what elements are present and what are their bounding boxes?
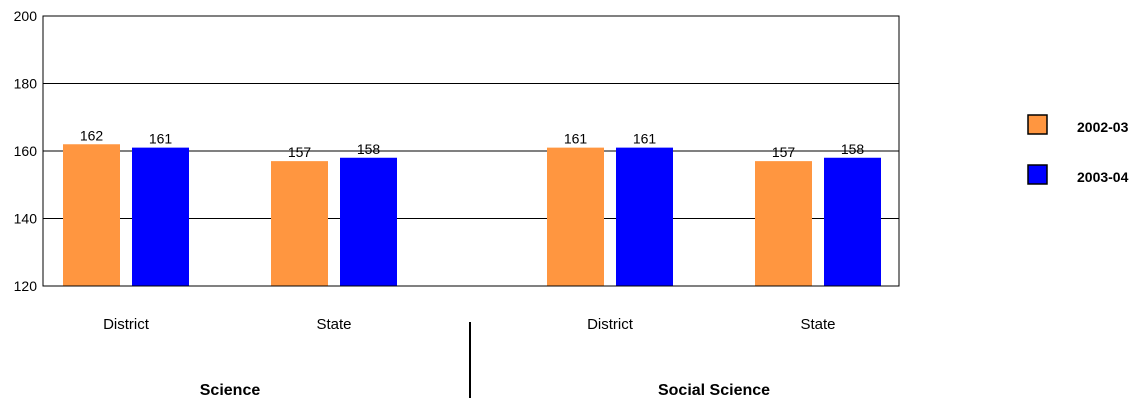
y-tick-label: 120 xyxy=(14,278,38,294)
x-category-label: District xyxy=(587,316,634,333)
bar-2003-04-district-0 xyxy=(132,147,189,286)
bar-value-label: 157 xyxy=(772,144,796,160)
bar-value-label: 157 xyxy=(288,144,312,160)
y-tick-label: 180 xyxy=(14,76,38,92)
x-category-label: State xyxy=(316,316,351,333)
group-label: Science xyxy=(200,382,261,399)
legend-label: 2003-04 xyxy=(1077,169,1129,185)
bar-value-label: 158 xyxy=(841,141,865,157)
bar-2003-04-district-2 xyxy=(616,147,673,286)
bar-2002-03-district-2 xyxy=(547,147,604,286)
bar-2003-04-state-1 xyxy=(340,157,397,286)
y-tick-label: 140 xyxy=(14,211,38,227)
plot-area-border xyxy=(42,15,900,287)
bars-layer xyxy=(63,144,881,286)
legend-swatch xyxy=(1027,114,1048,135)
legend: 2002-03 2003-04 xyxy=(1027,114,1129,185)
legend-swatch xyxy=(1027,164,1048,185)
bar-value-label: 158 xyxy=(357,141,381,157)
bar-2002-03-state-3 xyxy=(755,161,812,286)
bar-2002-03-district-0 xyxy=(63,144,120,286)
bar-value-label: 161 xyxy=(633,131,657,147)
bar-2003-04-state-3 xyxy=(824,157,881,286)
category-labels: District State District State xyxy=(103,316,835,333)
y-tick-label: 160 xyxy=(14,143,38,159)
group-label: Social Science xyxy=(658,382,770,399)
bar-2002-03-state-1 xyxy=(271,161,328,286)
group-labels: Science Social Science xyxy=(200,382,770,399)
bar-value-label: 161 xyxy=(564,131,588,147)
legend-label: 2002-03 xyxy=(1077,119,1129,135)
x-category-label: District xyxy=(103,316,150,333)
x-category-label: State xyxy=(800,316,835,333)
y-tick-label: 200 xyxy=(14,8,38,24)
y-axis: 120 140 160 180 200 xyxy=(14,8,38,294)
bar-value-label: 161 xyxy=(149,131,173,147)
bar-value-label: 162 xyxy=(80,127,104,143)
value-labels: 162 161 157 158 161 161 157 158 xyxy=(80,127,865,160)
